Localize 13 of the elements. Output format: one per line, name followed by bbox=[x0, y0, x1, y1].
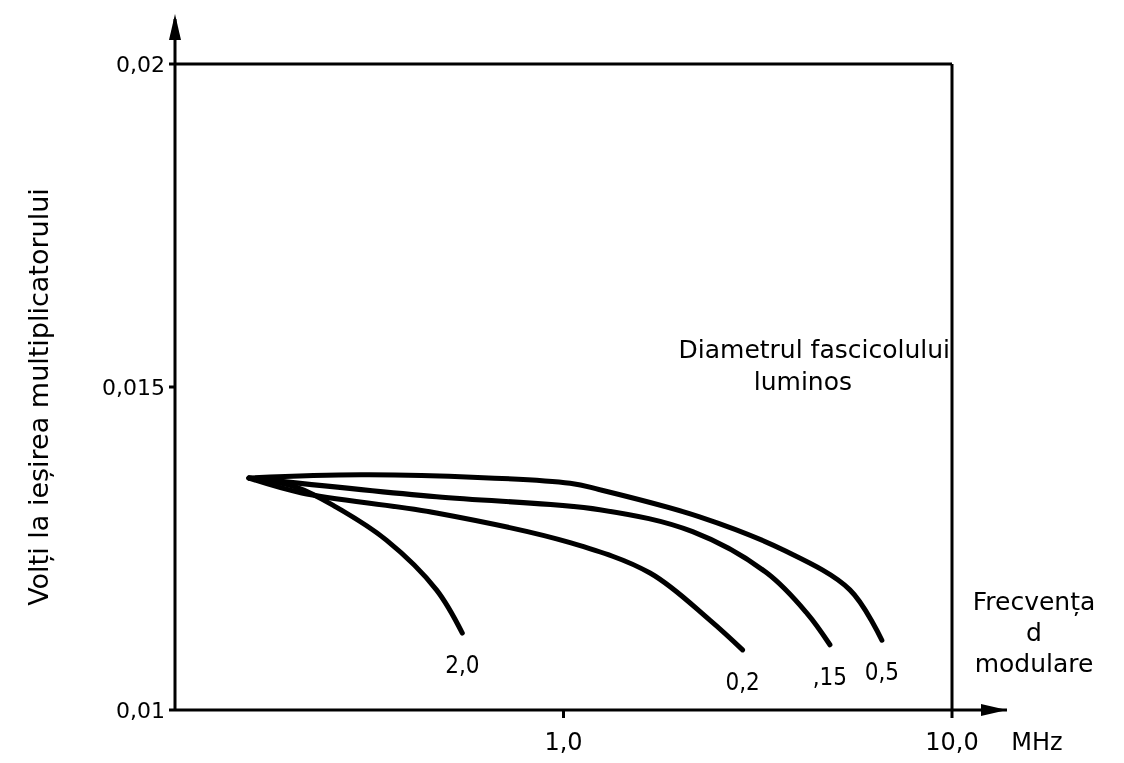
y-axis-title: Volți la ieșirea multiplicatorului bbox=[23, 188, 55, 606]
y-tick-label: 0,02 bbox=[116, 51, 165, 77]
series-label: 0,2 bbox=[725, 667, 760, 696]
y-tick-label: 0,015 bbox=[102, 374, 165, 400]
series-label: ,15 bbox=[812, 662, 848, 691]
x-tick-label: 1,0 bbox=[544, 728, 583, 756]
series-label: 0,5 bbox=[864, 658, 900, 687]
text: Frecvența d modulare bbox=[972, 587, 1096, 678]
legend-title: Diametrul fascicolului luminos bbox=[678, 335, 950, 396]
y-tick-label: 0,01 bbox=[116, 697, 165, 723]
series-label: 2,0 bbox=[445, 651, 480, 680]
x-tick-label: 10,0 bbox=[925, 728, 979, 756]
x-axis-title: MHz bbox=[1011, 728, 1063, 756]
